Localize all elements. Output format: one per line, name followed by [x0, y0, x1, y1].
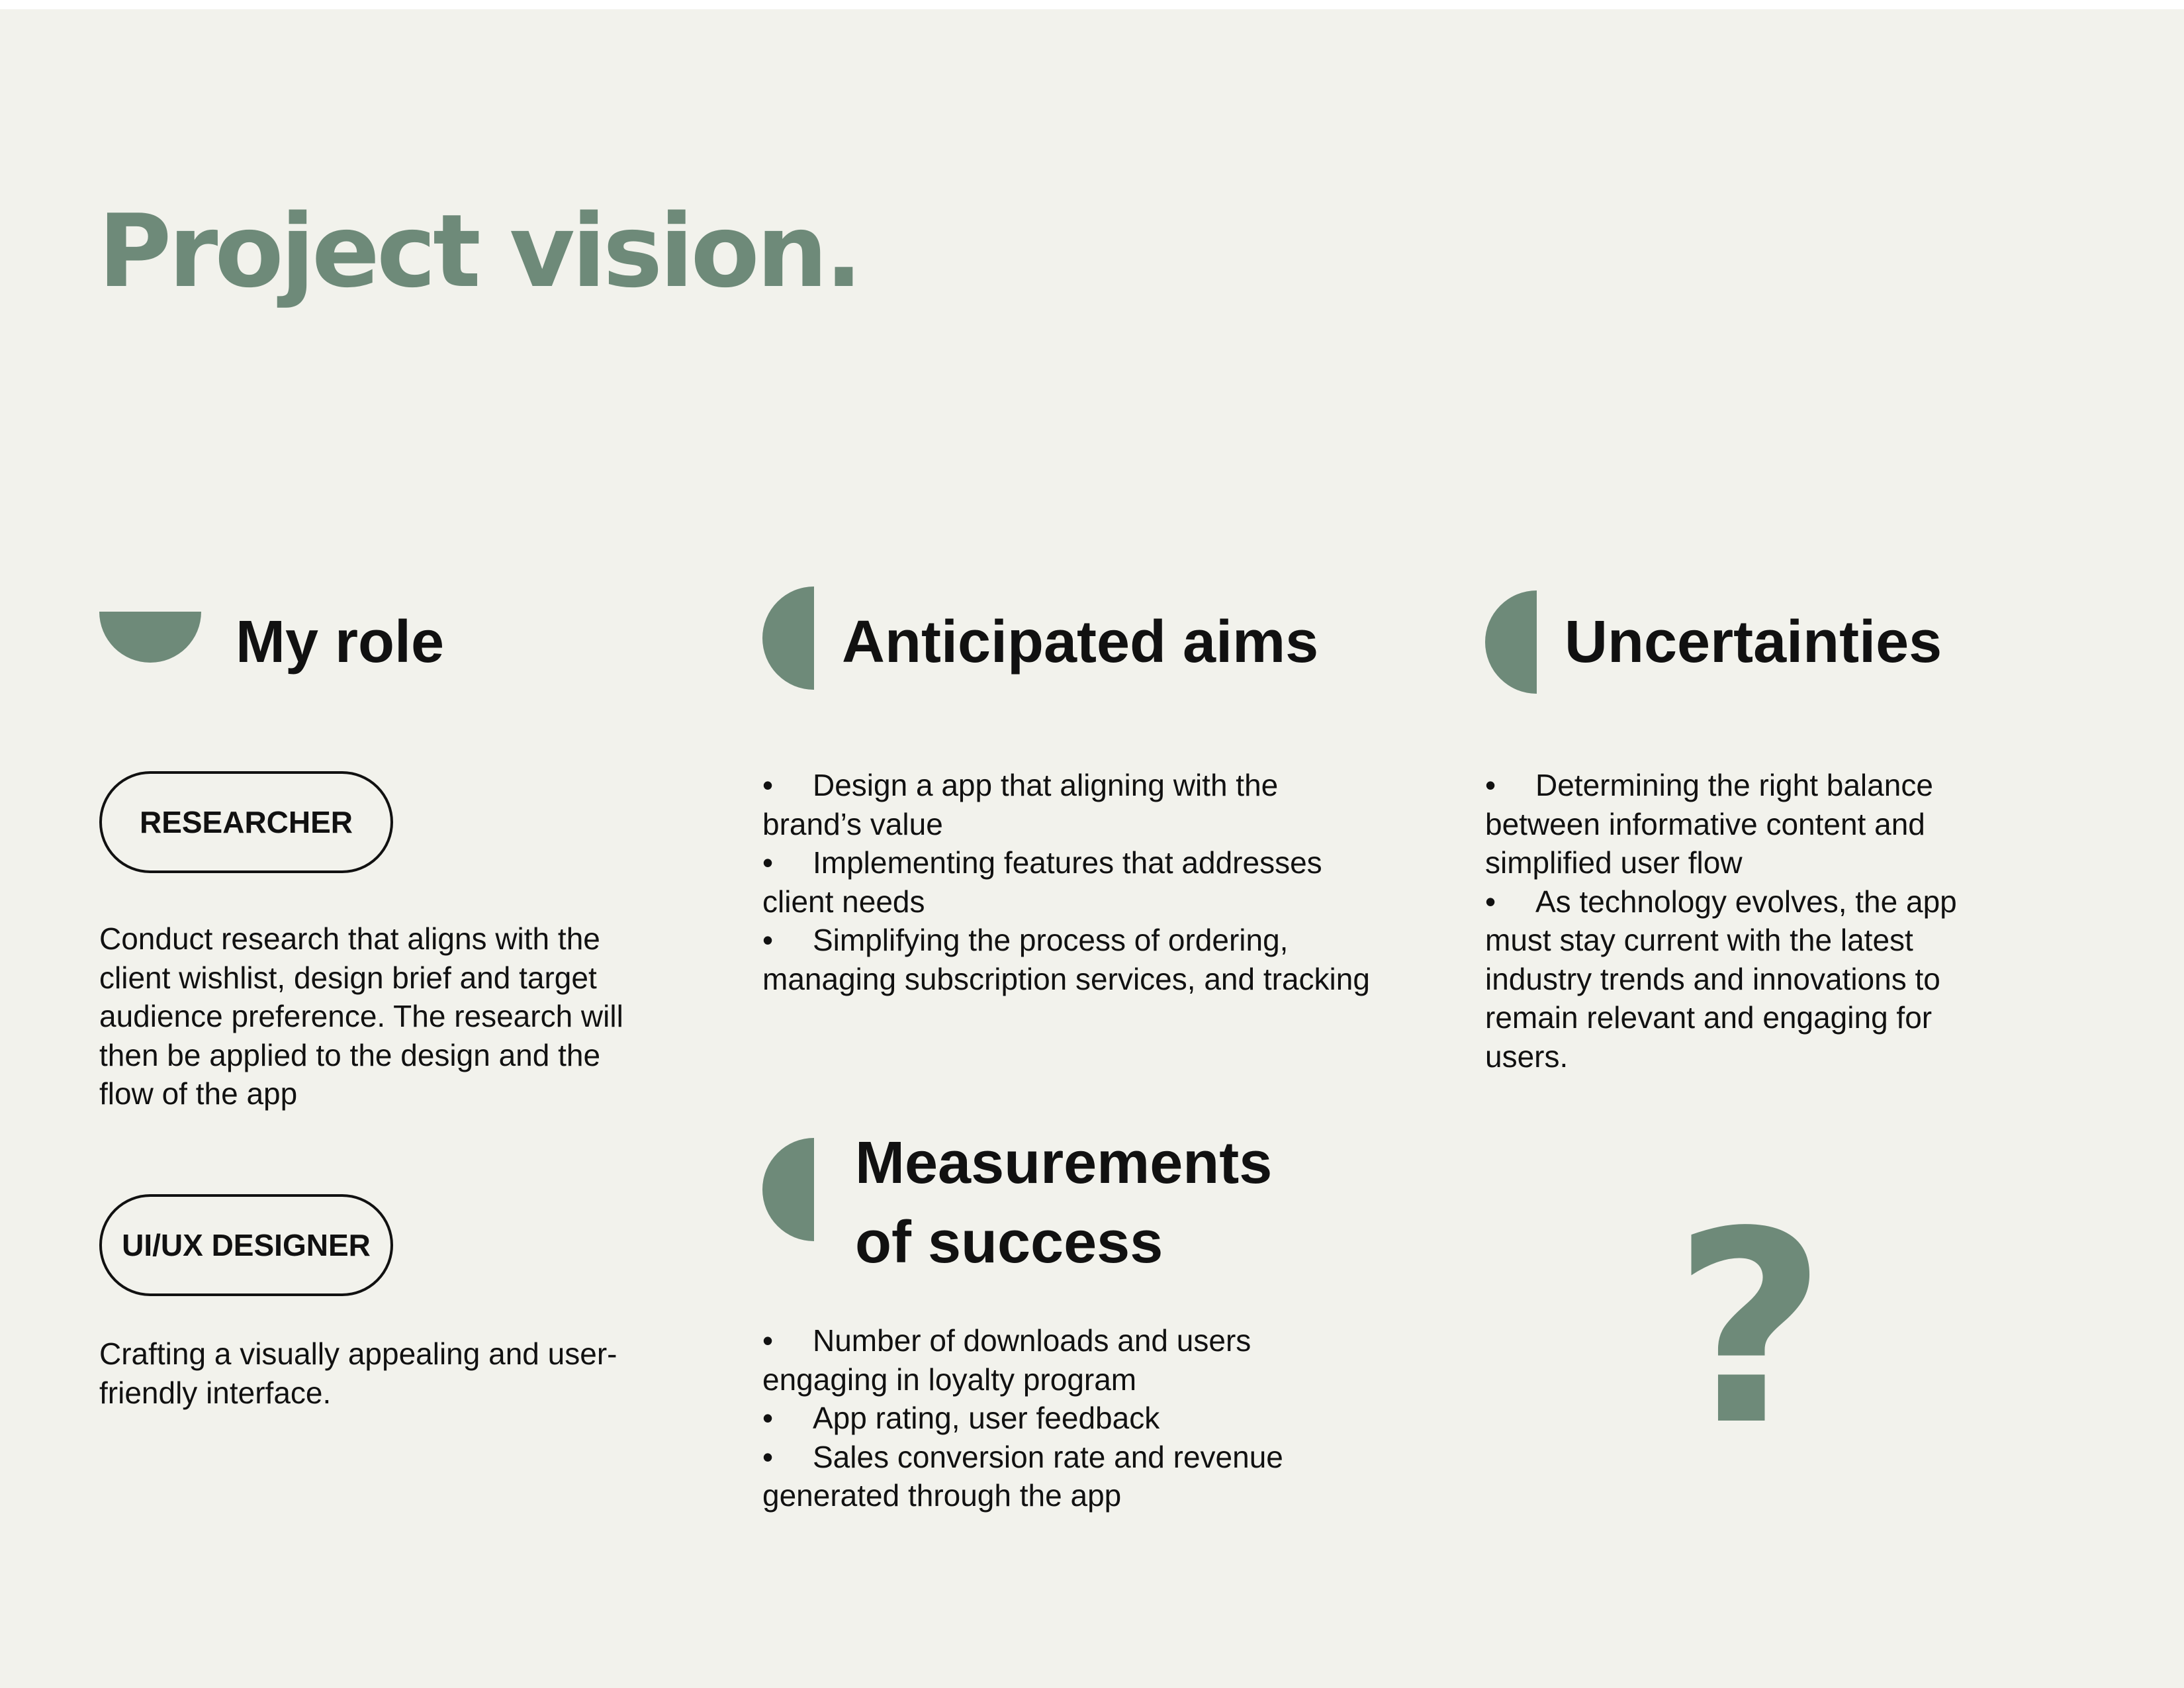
ui-ux-designer-role-badge: UI/UX DESIGNER — [99, 1194, 393, 1296]
measurements-heading-line1: Measurements — [855, 1130, 1273, 1196]
measurements-heading: Measurements of success — [855, 1123, 1272, 1282]
bullet: • — [1485, 768, 1496, 802]
list-item: • Number of downloads and users engaging … — [762, 1321, 1378, 1399]
list-item-text: As technology evolves, the app must stay… — [1485, 884, 1957, 1074]
anticipated-aims-heading: Anticipated aims — [842, 609, 1319, 675]
bullet: • — [762, 1439, 774, 1474]
question-mark-icon: ? — [1673, 1176, 1827, 1483]
bullet: • — [762, 768, 774, 802]
half-circle-icon — [1485, 590, 1538, 694]
list-item-text: Number of downloads and users engaging i… — [762, 1323, 1251, 1397]
researcher-role-badge: RESEARCHER — [99, 771, 393, 873]
bullet: • — [762, 1401, 774, 1435]
researcher-description: Conduct research that aligns with the cl… — [99, 921, 623, 1111]
anticipated-aims-list: • Design a app that aligning with the bra… — [762, 766, 1378, 998]
list-item-text: Implementing features that addresses cli… — [762, 845, 1322, 919]
half-circle-icon — [762, 586, 815, 690]
my-role-heading: My role — [236, 609, 445, 675]
uncertainties-heading: Uncertainties — [1565, 609, 1942, 675]
half-circle-icon — [762, 1138, 815, 1241]
uncertainties-list: • Determining the right balance between i… — [1485, 766, 2008, 1076]
list-item: • Simplifying the process of ordering, ma… — [762, 921, 1378, 998]
list-item-text: Sales conversion rate and revenue genera… — [762, 1439, 1283, 1513]
list-item-text: Design a app that aligning with the bran… — [762, 768, 1279, 841]
list-item: • Sales conversion rate and revenue gener… — [762, 1438, 1378, 1515]
bullet: • — [762, 923, 774, 957]
list-item: • App rating, user feedback — [762, 1399, 1378, 1438]
measurements-list: • Number of downloads and users engaging … — [762, 1321, 1378, 1515]
list-item: • Determining the right balance between i… — [1485, 766, 2008, 882]
bullet: • — [762, 1323, 774, 1358]
list-item-text: Determining the right balance between in… — [1485, 768, 1933, 880]
half-circle-icon — [99, 612, 201, 665]
list-item-text: App rating, user feedback — [813, 1401, 1160, 1435]
list-item: • Design a app that aligning with the bra… — [762, 766, 1378, 843]
measurements-heading-line2: of success — [855, 1209, 1163, 1276]
list-item: • Implementing features that addresses cl… — [762, 843, 1378, 921]
page-title: Project vision. — [98, 193, 863, 310]
slide: Project vision. My role RESEARCHER Condu… — [0, 9, 2184, 1688]
bullet: • — [1485, 884, 1496, 919]
list-item: • As technology evolves, the app must sta… — [1485, 882, 2008, 1076]
list-item-text: Simplifying the process of ordering, man… — [762, 923, 1370, 996]
bullet: • — [762, 845, 774, 880]
ui-ux-designer-description: Crafting a visually appealing and user-f… — [99, 1336, 617, 1410]
